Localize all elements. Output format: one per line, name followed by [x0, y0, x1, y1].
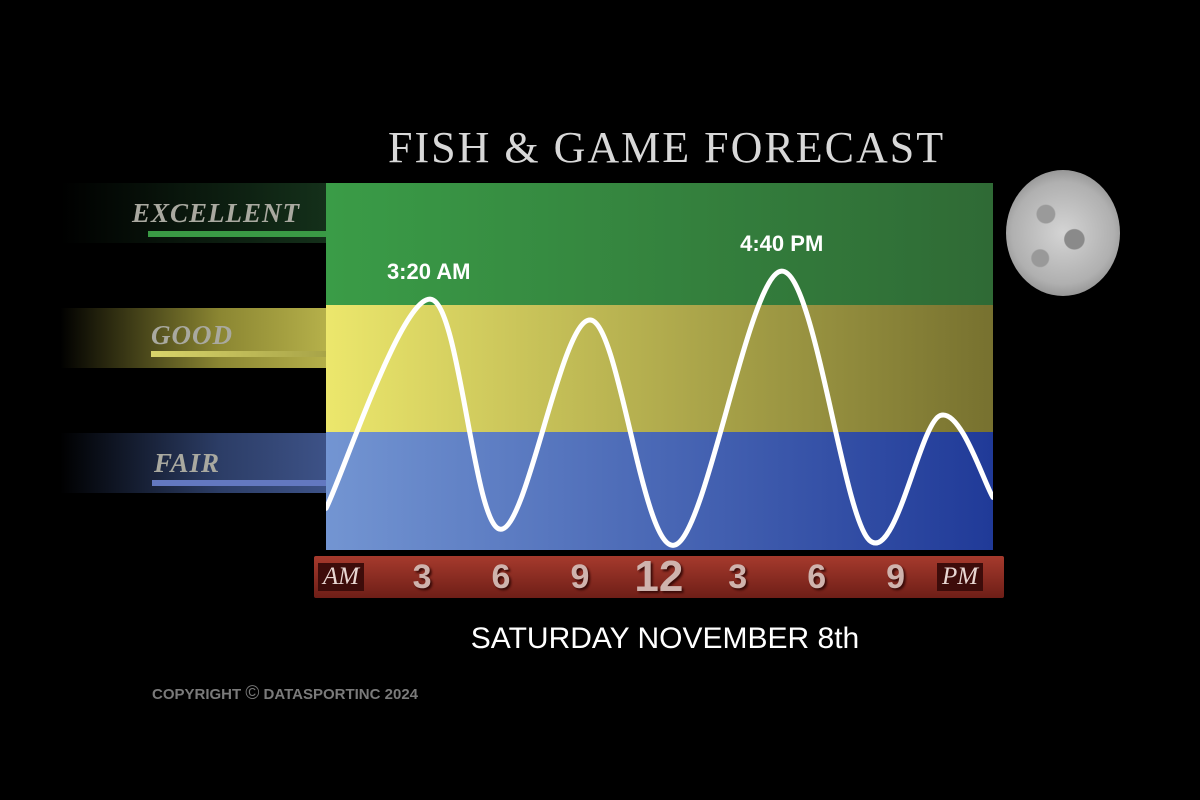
x-tick-label: 12: [634, 552, 684, 601]
band-good: [326, 305, 993, 432]
plot-area: 3:20 AM 4:40 PM: [326, 183, 993, 550]
x-tick-label: 6: [491, 558, 511, 596]
band-line-fair: [152, 480, 326, 486]
x-tick-label: 9: [886, 558, 906, 596]
x-tick-label: 3: [412, 558, 432, 596]
time-axis: [314, 556, 1004, 598]
copyright-owner: DATASPORTINC 2024: [263, 686, 419, 703]
band-label-good: GOOD: [151, 320, 233, 350]
band-line-excellent: [148, 231, 326, 237]
band-label-excellent: EXCELLENT: [132, 198, 301, 228]
x-tick-label: 3: [728, 558, 748, 596]
peak-label-am: 3:20 AM: [387, 259, 471, 284]
moon-icon: [1006, 170, 1120, 296]
band-tab-good: [60, 308, 326, 368]
copyright-prefix: COPYRIGHT: [152, 686, 242, 703]
peak-label-pm: 4:40 PM: [740, 231, 823, 256]
forecast-date: SATURDAY NOVEMBER 8th: [470, 622, 860, 655]
band-line-good: [151, 351, 326, 357]
chart-title: FISH & GAME FORECAST: [388, 123, 946, 172]
x-tick-label: 9: [570, 558, 590, 596]
pm-label: PM: [937, 563, 984, 591]
x-tick-label: 6: [807, 558, 827, 596]
band-label-fair: FAIR: [154, 448, 221, 478]
activity-curve: [326, 268, 993, 548]
band-excellent: [326, 183, 993, 305]
copyright: COPYRIGHT © DATASPORTINC 2024: [152, 683, 418, 705]
am-label: AM: [318, 563, 365, 591]
copyright-symbol: ©: [245, 683, 260, 704]
